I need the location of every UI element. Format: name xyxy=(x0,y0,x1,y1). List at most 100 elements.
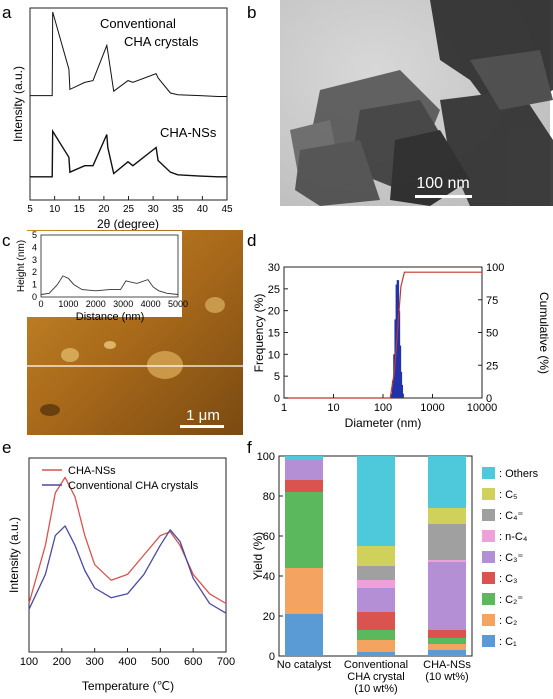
height-profile-inset xyxy=(22,231,182,317)
size-y2tick-label-75: 75 xyxy=(486,295,498,307)
yield-category-label-2-line-1: Conventional xyxy=(344,659,408,671)
yield-legend-label-8: : C₂ xyxy=(499,615,517,627)
yield-legend-label-1: : Others xyxy=(499,468,539,480)
size-ylabel: Frequency (%) xyxy=(252,294,266,373)
size-ytick-label-30: 30 xyxy=(268,262,280,274)
xrd-ylabel: Intensity (a.u.) xyxy=(11,66,25,142)
yield-bar-3-segment-5 xyxy=(428,562,466,630)
yield-bar-1-segment-9 xyxy=(285,456,323,460)
height-profile-ytick-1: 1 xyxy=(32,280,37,290)
xrd-xtick-label-10: 10 xyxy=(49,204,61,215)
size-distribution-frame xyxy=(283,266,483,399)
xrd-xtick-label-5: 5 xyxy=(27,204,33,215)
yield-legend-swatch-1 xyxy=(482,467,495,479)
size-bar-250 xyxy=(401,393,404,398)
yield-ytick-label-80: 80 xyxy=(263,491,275,503)
xrd-series-label-2: CHA-NSs xyxy=(160,125,217,140)
xrd-chart: Conventional CHA crystals CHA-NSs 5 10 15 2… xyxy=(11,7,233,231)
yield-category-label-2-line-3: (10 wt%) xyxy=(354,683,397,695)
yield-bar-2-segment-8 xyxy=(357,546,395,566)
yield-legend-swatch-5 xyxy=(482,551,495,563)
yield-bar-2-segment-4 xyxy=(357,612,395,630)
xrd-series-label-1: Conventional xyxy=(100,16,176,31)
yield-category-label-3-line-2: (10 wt%) xyxy=(425,671,468,683)
size-ytick-label-25: 25 xyxy=(268,284,280,296)
height-profile-ytick-5: 5 xyxy=(32,230,37,240)
yield-bar-3-segment-6 xyxy=(428,560,466,562)
yield-legend-label-9: : C₁ xyxy=(499,636,517,648)
height-profile-ytick-0: 0 xyxy=(32,292,37,302)
tpd-legend-label-1: CHA-NSs xyxy=(68,465,116,477)
size-y2tick-label-50: 50 xyxy=(486,328,498,340)
size-y2tick-label-100: 100 xyxy=(486,262,504,274)
tem-scale-label: 100 nm xyxy=(416,175,469,192)
yield-legend-swatch-6 xyxy=(482,572,495,584)
tpd-series-2-line xyxy=(28,525,227,614)
cumulative-line xyxy=(284,271,482,399)
tpd-series-1-line xyxy=(28,476,227,605)
size-bar-240 xyxy=(400,384,404,398)
tpd-xtick-label-700: 700 xyxy=(217,656,235,668)
yield-legend-label-5: : C₃⁼ xyxy=(499,552,524,564)
tpd-ylabel: Intensity (a.u.) xyxy=(7,517,21,593)
yield-ytick-label-100: 100 xyxy=(257,451,275,463)
tem-image: 100 nm xyxy=(280,0,553,206)
yield-legend-label-6: : C₃ xyxy=(499,573,518,585)
size-ytick-label-0: 0 xyxy=(274,393,280,405)
yield-ytick-label-40: 40 xyxy=(263,571,275,583)
yield-ytick-label-0: 0 xyxy=(269,651,275,663)
xrd-xtick-label-15: 15 xyxy=(74,204,86,215)
tpd-xtick-label-400: 400 xyxy=(118,656,136,668)
size-xtick-label-1: 1 xyxy=(281,402,287,414)
size-ytick-label-15: 15 xyxy=(268,328,280,340)
yield-bar-3-segment-9 xyxy=(428,456,466,508)
size-bar-170 xyxy=(393,354,396,398)
height-profile-ytick-2: 2 xyxy=(32,267,37,277)
height-profile-xtick-0: 0 xyxy=(38,299,43,309)
yield-bar-2-segment-9 xyxy=(357,456,395,546)
yield-legend-swatch-2 xyxy=(482,488,495,500)
xrd-xtick-label-45: 45 xyxy=(221,204,233,215)
size-ytick-label-10: 10 xyxy=(268,349,280,361)
yield-bar-3-segment-1 xyxy=(428,650,466,656)
yield-bar-2-segment-1 xyxy=(357,652,395,656)
xrd-xtick-label-40: 40 xyxy=(197,204,209,215)
height-profile-xtick-5000: 5000 xyxy=(168,299,188,309)
tpd-xtick-label-100: 100 xyxy=(20,656,38,668)
yield-legend-swatch-3 xyxy=(482,509,495,521)
panel-letter-e: e xyxy=(2,438,11,457)
yield-bar-2-segment-2 xyxy=(357,640,395,652)
panel-letter-a: a xyxy=(2,3,12,22)
yield-bar-1-segment-3 xyxy=(285,492,323,568)
yield-category-label-2-line-2: CHA crystal xyxy=(347,671,404,683)
size-xtick-label-10: 10 xyxy=(327,402,339,414)
yield-bar-3-segment-8 xyxy=(428,508,466,524)
height-profile-line xyxy=(40,275,179,295)
xrd-series-label-1b: CHA crystals xyxy=(124,34,199,49)
xrd-series-1-line xyxy=(30,11,227,97)
yield-bar-1-segment-2 xyxy=(285,568,323,614)
size-y2tick-label-25: 25 xyxy=(486,360,498,372)
size-bar-160 xyxy=(391,380,395,398)
panel-letter-d: d xyxy=(247,231,256,250)
yield-ytick-label-20: 20 xyxy=(263,611,275,623)
yield-legend-swatch-9 xyxy=(482,635,495,647)
size-ytick-label-5: 5 xyxy=(274,371,280,383)
yield-bar-2-segment-6 xyxy=(357,580,395,588)
tpd-xtick-label-200: 200 xyxy=(53,656,71,668)
yield-bar-2-segment-5 xyxy=(357,588,395,612)
xrd-xtick-label-25: 25 xyxy=(123,204,135,215)
tpd-legend-label-2: Conventional CHA crystals xyxy=(68,480,199,492)
size-xtick-label-10000: 10000 xyxy=(467,402,498,414)
size-xtick-label-100: 100 xyxy=(374,402,392,414)
xrd-xtick-label-30: 30 xyxy=(148,204,160,215)
size-xlabel: Diameter (nm) xyxy=(345,416,422,430)
tpd-xlabel: Temperature (℃) xyxy=(82,679,174,693)
yield-legend-label-7: : C₂⁼ xyxy=(499,594,523,606)
height-profile-xtick-4000: 4000 xyxy=(141,299,161,309)
yield-bar-3-segment-7 xyxy=(428,524,466,560)
height-profile-xtick-1000: 1000 xyxy=(58,299,78,309)
